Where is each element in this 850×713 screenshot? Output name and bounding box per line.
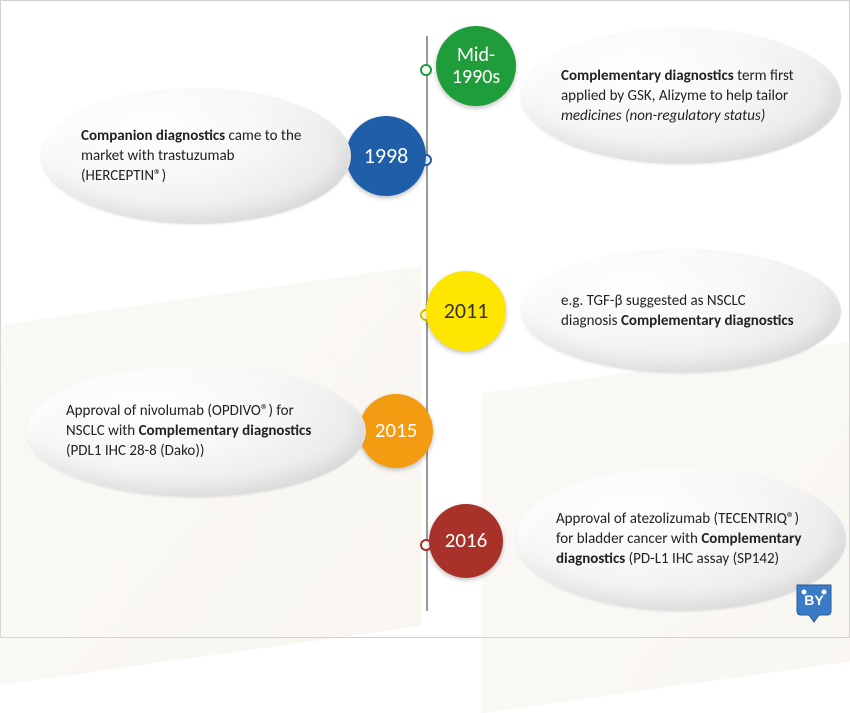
event-text-segment: Complementary diagnostics xyxy=(621,312,794,330)
event-bubble: Complementary diagnostics term first app… xyxy=(521,28,841,164)
year-circle: 2016 xyxy=(429,504,503,578)
event-text-segment: Complementary diagnostics xyxy=(139,422,312,440)
year-circle: 2011 xyxy=(426,271,506,351)
timeline-tick xyxy=(420,64,432,76)
year-label: 2015 xyxy=(375,419,418,442)
year-label: Mid-1990s xyxy=(436,44,516,88)
event-text: e.g. TGF-β suggested as NSCLC diagnosis … xyxy=(561,291,801,332)
logo-text: BY xyxy=(804,592,824,608)
year-circle: 2015 xyxy=(359,394,433,468)
event-text-segment: Companion diagnostics xyxy=(81,127,225,145)
watermark-logo: BY xyxy=(793,581,835,623)
event-bubble: Companion diagnostics came to the market… xyxy=(41,88,351,224)
event-text: Approval of atezolizumab (TECENTRIQ®) fo… xyxy=(556,509,806,570)
year-label: 2011 xyxy=(444,299,489,323)
event-text: Complementary diagnostics term first app… xyxy=(561,66,801,127)
event-text-segment: (PDL1 IHC 28-8 (Dako)) xyxy=(66,442,204,460)
year-label: 2016 xyxy=(445,529,488,552)
year-label: 1998 xyxy=(364,144,409,168)
year-circle: Mid-1990s xyxy=(436,26,516,106)
event-text-segment: medicines (non-regulatory status) xyxy=(561,107,765,125)
event-text: Approval of nivolumab (OPDIVO®) for NSCL… xyxy=(66,401,326,462)
event-text: Companion diagnostics came to the market… xyxy=(81,126,311,187)
event-text-segment: (PD-L1 IHC assay (SP142) xyxy=(625,550,779,568)
event-bubble: Approval of nivolumab (OPDIVO®) for NSCL… xyxy=(26,365,366,497)
year-circle: 1998 xyxy=(346,116,426,196)
event-bubble: e.g. TGF-β suggested as NSCLC diagnosis … xyxy=(521,249,841,373)
event-text-segment: Complementary diagnostics xyxy=(561,67,734,85)
